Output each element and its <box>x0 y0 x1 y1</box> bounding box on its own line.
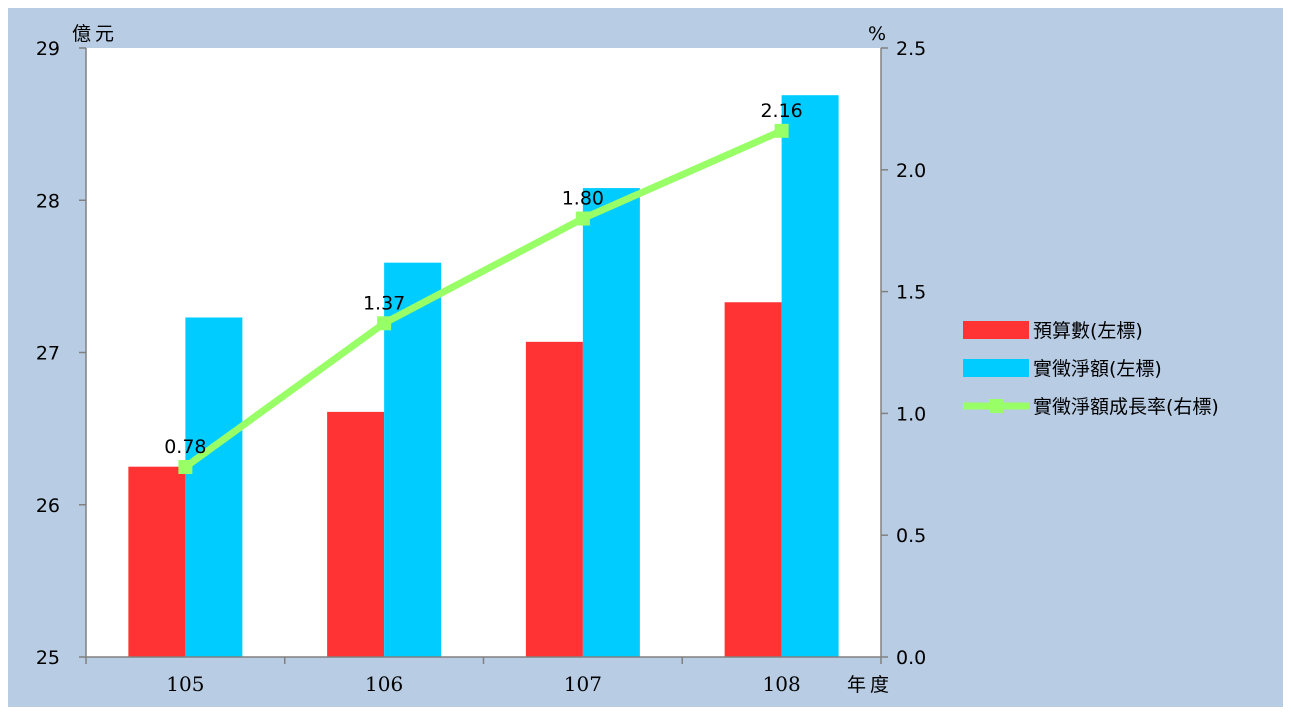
bar-budget-108 <box>724 302 782 657</box>
growth-rate-data-label: 2.16 <box>760 100 802 122</box>
y-left-tick-label: 28 <box>36 190 60 212</box>
bar-budget-107 <box>525 341 583 657</box>
y-left-unit-label: 億元 <box>72 23 118 45</box>
bar-actual-105 <box>185 317 243 657</box>
legend-swatch-1 <box>963 359 1029 377</box>
y-right-tick-label: 2.0 <box>896 160 926 182</box>
x-unit-label: 年度 <box>847 674 893 696</box>
x-tick-label: 106 <box>365 672 403 696</box>
y-right-tick-label: 2.5 <box>896 38 926 60</box>
growth-rate-data-label: 0.78 <box>164 436 206 458</box>
y-right-tick-label: 0.0 <box>896 647 926 669</box>
y-left-tick-label: 27 <box>36 343 60 365</box>
legend-swatch-marker <box>989 399 1003 413</box>
y-left-tick-label: 26 <box>36 495 60 517</box>
y-right-tick-label: 0.5 <box>896 525 926 547</box>
y-right-tick-label: 1.5 <box>896 282 926 304</box>
legend-label-2: 實徵淨額成長率(右標) <box>1033 396 1219 418</box>
bar-actual-107 <box>582 188 640 657</box>
bar-actual-106 <box>384 262 442 657</box>
x-tick-label: 107 <box>564 672 602 696</box>
bar-budget-106 <box>327 411 385 657</box>
legend-label-1: 實徵淨額(左標) <box>1033 358 1162 380</box>
growth-rate-line <box>183 127 784 470</box>
y-right-tick-label: 1.0 <box>896 403 926 425</box>
growth-rate-marker-105 <box>178 459 193 474</box>
y-left-tick-label: 25 <box>36 647 60 669</box>
bar-budget-105 <box>128 466 186 657</box>
bar-actual-108 <box>781 95 839 657</box>
legend-swatch-0 <box>963 321 1029 339</box>
growth-rate-marker-108 <box>774 123 789 138</box>
y-left-tick-label: 29 <box>36 38 60 60</box>
growth-rate-marker-106 <box>377 316 392 331</box>
growth-rate-data-label: 1.37 <box>363 292 405 314</box>
y-right-unit-label: % <box>868 23 886 45</box>
legend-label-0: 預算數(左標) <box>1033 320 1143 342</box>
x-tick-label: 105 <box>166 672 204 696</box>
growth-rate-data-label: 1.80 <box>562 188 604 210</box>
x-tick-label: 108 <box>763 672 801 696</box>
growth-rate-marker-107 <box>575 211 590 226</box>
